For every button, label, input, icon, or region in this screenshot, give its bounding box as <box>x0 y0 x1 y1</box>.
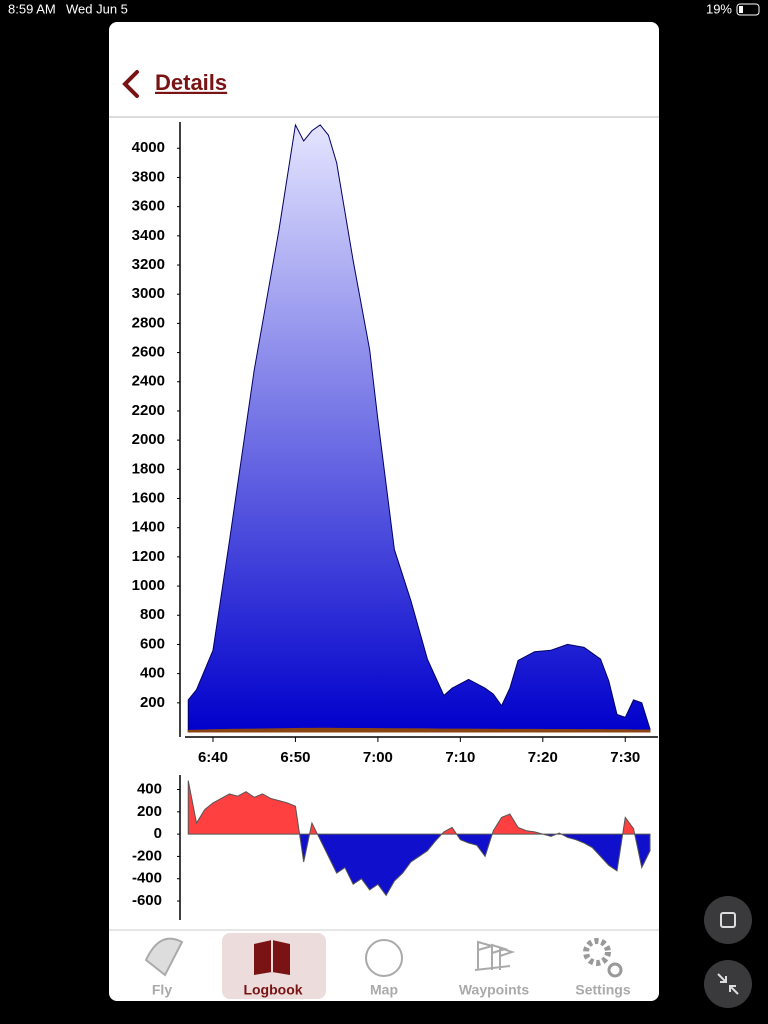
y-tick-label: 1200 <box>132 548 165 565</box>
y-tick-label: 1400 <box>132 519 165 536</box>
collapse-icon <box>717 973 739 995</box>
x-tick-label: 6:50 <box>280 749 310 766</box>
y-tick-label: 4000 <box>132 139 165 156</box>
y-tick-label: 0 <box>154 825 162 842</box>
x-tick-label: 7:00 <box>363 749 393 766</box>
y-tick-label: -600 <box>132 892 162 909</box>
y-tick-label: 2200 <box>132 402 165 419</box>
settings-icon <box>583 938 611 966</box>
tab-label[interactable]: Map <box>370 982 398 998</box>
y-tick-label: 1800 <box>132 460 165 477</box>
y-tick-label: 2800 <box>132 314 165 331</box>
y-tick-label: 3800 <box>132 168 165 185</box>
area <box>187 780 651 897</box>
rotate-button[interactable] <box>704 896 752 944</box>
x-tick-label: 7:10 <box>445 749 475 766</box>
settings-icon-small <box>607 962 623 978</box>
status-date: Wed Jun 5 <box>66 1 128 16</box>
y-tick-label: 400 <box>140 665 165 682</box>
status-time: 8:59 AM <box>8 1 56 16</box>
fly-icon <box>144 937 184 977</box>
map-icon <box>365 939 403 977</box>
tab-label[interactable]: Settings <box>575 982 630 998</box>
y-tick-label: 1600 <box>132 489 165 506</box>
x-tick-label: 7:30 <box>610 749 640 766</box>
tab-label[interactable]: Waypoints <box>459 982 529 998</box>
collapse-button[interactable] <box>704 960 752 1008</box>
y-tick-label: 400 <box>137 780 162 797</box>
y-tick-label: 2000 <box>132 431 165 448</box>
x-tick-label: 6:40 <box>198 749 228 766</box>
y-tick-label: 2600 <box>132 344 165 361</box>
area <box>187 727 651 733</box>
y-tick-label: 1000 <box>132 577 165 594</box>
status-battery: 19% <box>706 1 732 16</box>
area <box>187 123 651 733</box>
y-tick-label: 3200 <box>132 256 165 273</box>
y-tick-label: 3000 <box>132 285 165 302</box>
y-tick-label: -200 <box>132 847 162 864</box>
y-tick-label: 2400 <box>132 373 165 390</box>
y-tick-label: 600 <box>140 635 165 652</box>
y-tick-label: 200 <box>140 694 165 711</box>
back-link[interactable]: Details <box>155 70 227 95</box>
y-tick-label: 3600 <box>132 198 165 215</box>
waypoints-icon <box>474 940 516 971</box>
rotate-icon <box>720 912 736 928</box>
y-tick-label: -400 <box>132 870 162 887</box>
y-tick-label: 800 <box>140 606 165 623</box>
charts: 2004006008001000120014001600180020002200… <box>132 122 658 920</box>
battery-icon <box>736 3 760 16</box>
y-tick-label: 3400 <box>132 227 165 244</box>
battery-level <box>739 6 743 13</box>
x-tick-label: 7:20 <box>528 749 558 766</box>
y-tick-label: 200 <box>137 803 162 820</box>
tab-label[interactable]: Fly <box>152 982 172 998</box>
back-chevron[interactable] <box>122 70 139 98</box>
tab-label[interactable]: Logbook <box>243 982 302 998</box>
